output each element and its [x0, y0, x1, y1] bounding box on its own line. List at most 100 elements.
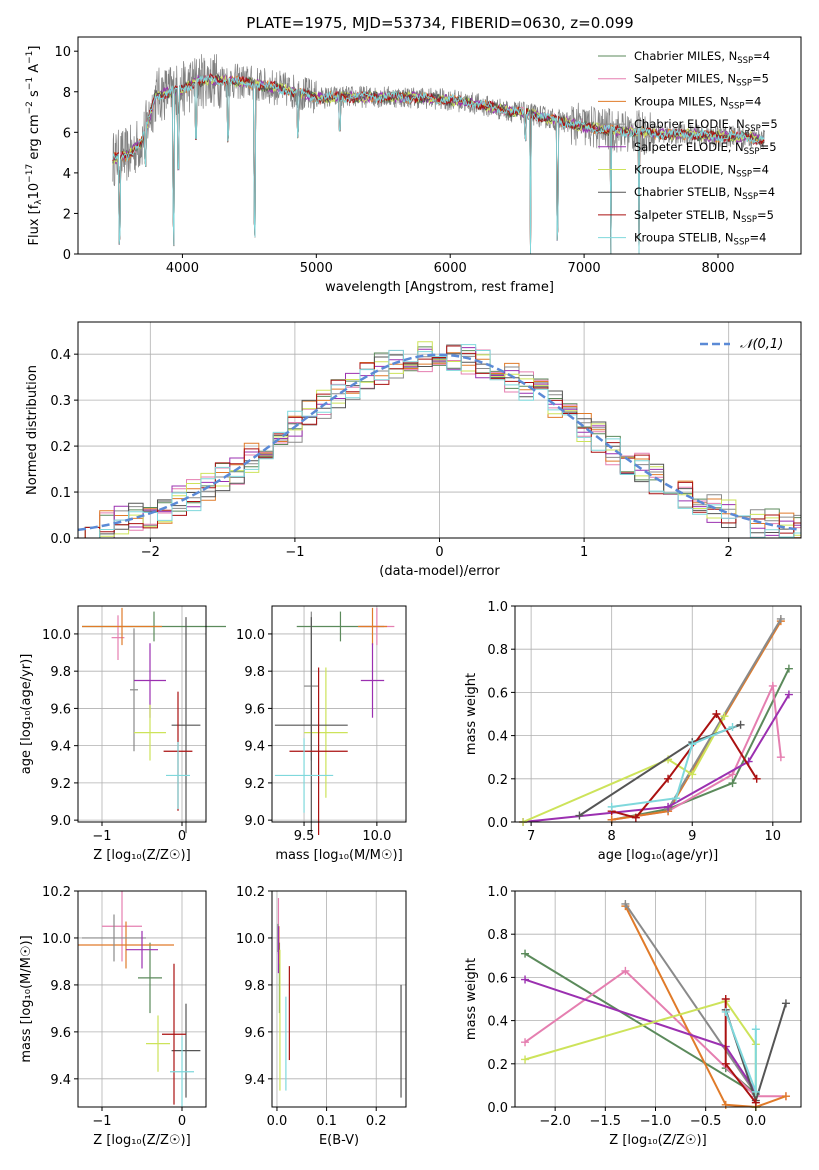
y-tick-label: 9.0 — [50, 814, 71, 829]
weight-point — [664, 774, 673, 783]
weight-series-line — [524, 952, 757, 1095]
legend-entry: Chabrier STELIB, NSSP=4 — [634, 185, 775, 202]
x-axis-label: (data-model)/error — [379, 564, 500, 579]
legend-n: =5 — [761, 117, 778, 131]
legend-entry: Kroupa STELIB, NSSP=4 — [634, 231, 766, 248]
weight-point — [521, 1055, 530, 1064]
legend-sub: SSP — [736, 79, 752, 89]
weight-point — [721, 1100, 730, 1109]
weight-point — [720, 712, 729, 721]
legend-entry: Chabrier ELODIE, NSSP=5 — [634, 117, 778, 134]
y-axis-label: mass [log₁₀(M/M☉)] — [19, 935, 34, 1062]
axes-frame — [77, 36, 802, 255]
y-axis-label: mass weight — [464, 958, 479, 1040]
weight-point — [688, 740, 697, 749]
legend-text: Kroupa MILES, N — [634, 94, 729, 108]
axes-mass-vs-Z: −1 0 9.4 9.6 9.8 10.0 10.2 Z [log₁₀(Z/Z☉)] mass … — [19, 885, 207, 1148]
y-axis-label: mass weight — [464, 673, 479, 755]
y-label-part: Flux [f — [27, 204, 42, 245]
y-tick-label: 9.8 — [244, 665, 265, 680]
weight-series-line — [524, 978, 757, 1093]
y-tick-label: 0.2 — [487, 773, 508, 788]
y-tick-label: 1.0 — [487, 600, 508, 615]
x-tick-label: −1.5 — [590, 1114, 622, 1129]
legend-entry: Salpeter ELODIE, NSSP=5 — [634, 140, 777, 157]
legend-text: Salpeter ELODIE, N — [634, 140, 744, 154]
x-tick-label: 6000 — [434, 261, 467, 276]
axes-age-vs-mass: 9.5 10.0 9.0 9.2 9.4 9.6 9.8 10.0 mass [log₁₀(M/… — [236, 605, 407, 863]
weight-series-line — [578, 723, 741, 817]
y-tick-label: 10.0 — [42, 932, 71, 947]
residual-histogram — [78, 344, 801, 538]
x-tick-label: 7000 — [568, 261, 601, 276]
y-tick-label: 9.2 — [50, 777, 71, 792]
legend-sub: SSP — [736, 170, 752, 180]
x-tick-label: −1 — [285, 545, 304, 560]
weight-point — [751, 1025, 760, 1034]
x-tick-label: −0.5 — [690, 1114, 722, 1129]
y-tick-label: 9.6 — [50, 702, 71, 717]
residual-histogram — [78, 349, 801, 538]
weight-point — [784, 690, 793, 699]
legend-text: Chabrier ELODIE, N — [634, 117, 745, 131]
y-tick-label: 10 — [54, 45, 71, 60]
weight-point — [721, 995, 730, 1003]
x-axis-label: age [log₁₀(age/yr)] — [598, 848, 719, 863]
legend-n: =5 — [757, 208, 774, 222]
y-tick-label: 0.3 — [50, 394, 71, 409]
y-tick-label: 9.8 — [50, 665, 71, 680]
y-label-part: λ — [34, 199, 44, 205]
weight-point — [521, 1038, 530, 1047]
y-tick-label: 0.6 — [487, 971, 508, 986]
weight-point — [521, 975, 530, 984]
weight-point — [728, 779, 737, 788]
y-tick-label: 10.2 — [236, 885, 265, 900]
x-tick-label: −1 — [92, 829, 111, 844]
y-tick-label: 9.4 — [50, 1073, 71, 1088]
x-tick-label: −1 — [92, 1114, 111, 1129]
y-tick-label: 0.2 — [487, 1058, 508, 1073]
x-tick-label: −2.0 — [539, 1114, 571, 1129]
axes-frame — [514, 605, 802, 823]
y-label-part: −2 — [25, 101, 35, 114]
residual-histogram — [78, 345, 801, 538]
legend-entry: Salpeter MILES, NSSP=5 — [634, 72, 769, 89]
plot-area — [521, 899, 790, 1111]
legend-entry: 𝒩(0,1) — [740, 337, 783, 352]
residual-histogram — [78, 344, 801, 538]
y-tick-label: 9.6 — [50, 1026, 71, 1041]
y-tick-label: 0.8 — [487, 928, 508, 943]
x-axis-label: Z [log₁₀(Z/Z☉)] — [609, 1133, 706, 1148]
weight-point — [751, 1087, 760, 1096]
plot-area — [82, 607, 226, 834]
weight-point — [712, 710, 721, 718]
legend-text: Salpeter STELIB, N — [634, 208, 741, 222]
legend-sub: SSP — [729, 101, 745, 111]
legend-sub: SSP — [741, 215, 757, 225]
y-tick-label: 0.4 — [487, 730, 508, 745]
weight-point — [768, 681, 777, 690]
legend-text: Salpeter MILES, N — [634, 72, 736, 86]
y-tick-label: 0.6 — [487, 686, 508, 701]
model-spectrum — [112, 73, 765, 254]
legend-entry: Kroupa MILES, NSSP=4 — [634, 94, 761, 111]
legend-text: Kroupa ELODIE, N — [634, 163, 736, 177]
axes-frame — [77, 605, 207, 823]
histograms — [78, 341, 801, 538]
weight-series-line — [611, 726, 733, 808]
legend-entry: Kroupa ELODIE, NSSP=4 — [634, 163, 769, 180]
axes-frame — [77, 890, 207, 1108]
legend-text: Chabrier STELIB, N — [634, 185, 742, 199]
y-label-part: s — [27, 90, 42, 101]
model-spectrum — [112, 75, 765, 254]
x-tick-label: 0 — [435, 545, 443, 560]
legend-text: Kroupa STELIB, N — [634, 231, 734, 245]
legend-n: =5 — [752, 72, 769, 86]
x-axis-label: E(B-V) — [319, 1133, 359, 1148]
weight-point — [521, 949, 530, 958]
x-tick-label: 9 — [688, 829, 696, 844]
legend-n: =4 — [758, 185, 775, 199]
